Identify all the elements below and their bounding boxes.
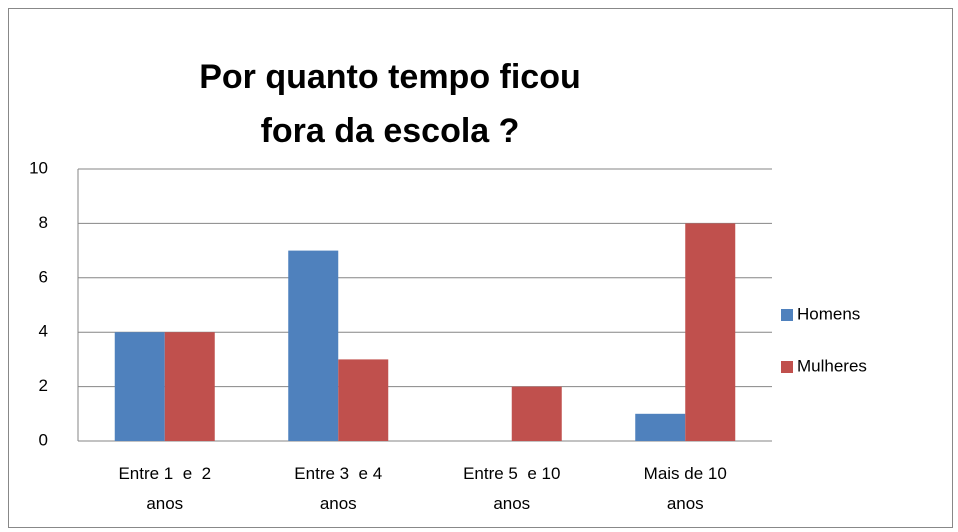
bar: [338, 359, 389, 441]
bar: [635, 413, 686, 441]
bar: [288, 250, 339, 441]
legend-label: Mulheres: [797, 356, 867, 375]
y-tick-label: 4: [39, 322, 48, 341]
y-tick-label: 8: [39, 213, 48, 232]
x-tick-label: Mais de 10 anos: [644, 464, 727, 513]
y-tick-label: 2: [39, 376, 48, 395]
bar: [685, 223, 736, 441]
y-tick-label: 0: [39, 430, 48, 449]
bar: [511, 386, 562, 441]
y-tick-label: 10: [29, 158, 48, 177]
bar: [164, 332, 215, 441]
bar: [114, 332, 165, 441]
legend-swatch: [781, 309, 793, 321]
x-tick-label: Entre 3 e 4 anos: [294, 464, 382, 513]
legend-swatch: [781, 361, 793, 373]
y-tick-label: 6: [39, 267, 48, 286]
chart-title: Por quanto tempo ficou fora da escola ?: [199, 58, 581, 150]
x-tick-label: Entre 5 e 10 anos: [463, 464, 560, 513]
x-tick-label: Entre 1 e 2 anos: [118, 464, 211, 513]
legend-label: Homens: [797, 304, 860, 323]
chart-frame: [8, 8, 953, 528]
